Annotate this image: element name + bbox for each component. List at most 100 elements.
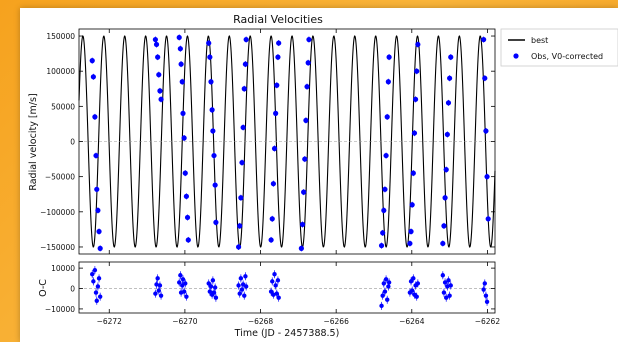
best-fit-curve <box>78 35 496 248</box>
rv-observation-point <box>303 117 309 124</box>
residual-point <box>275 278 281 283</box>
rv-observation-point <box>481 36 487 43</box>
rv-observation-point <box>445 100 452 106</box>
time-x-tick-label: −6272 <box>97 317 123 326</box>
residual-point <box>273 283 278 288</box>
rv-observation-point <box>448 54 454 60</box>
residual-point <box>157 283 163 288</box>
rv-observation-point <box>411 130 418 136</box>
rv-observation-point <box>177 46 183 52</box>
rv-observation-point <box>152 36 158 43</box>
rv-observation-point <box>94 186 100 192</box>
rv-observation-point <box>207 54 213 60</box>
rv-observation-point <box>176 34 182 41</box>
rv-observation-point <box>412 96 419 102</box>
rv-observation-point <box>302 156 308 162</box>
rv-observation-point <box>243 36 249 43</box>
rv-observation-point <box>182 170 188 176</box>
legend-box <box>500 28 618 67</box>
rv-observation-point <box>208 79 214 85</box>
residual-point <box>408 279 414 284</box>
residuals-plot-area <box>78 261 496 314</box>
rv-observation-point <box>178 61 184 67</box>
residuals-x-ticks: −6272 −6270 −6268 −6266 −6264 −6262 <box>97 262 501 326</box>
residual-point <box>380 293 385 298</box>
rv-observation-point <box>206 40 212 46</box>
rv-observation-point <box>415 41 421 48</box>
rv-observation-point <box>179 79 185 85</box>
residual-point <box>206 281 211 286</box>
residual-point <box>415 281 421 286</box>
residual-point <box>210 278 216 283</box>
rv-observation-point <box>93 152 99 159</box>
residual-point <box>382 289 388 294</box>
residual-point <box>154 282 159 287</box>
rv-observation-point <box>240 124 246 131</box>
rv-observation-point <box>180 110 186 116</box>
rv-observation-point <box>383 152 389 159</box>
residual-point <box>90 272 95 277</box>
residual-point <box>482 281 487 286</box>
residual-point <box>236 283 241 288</box>
rv-y-tick-label: −50000 <box>45 173 75 182</box>
legend: best Obs, V0-corrected <box>500 28 618 67</box>
residuals-y-axis-label: O-C <box>38 279 49 297</box>
rv-observation-point <box>305 60 311 66</box>
rv-observation-point <box>210 128 216 134</box>
rv-observation-point <box>271 145 278 152</box>
rv-observation-point <box>90 74 96 80</box>
rv-y-tick-label: 50000 <box>51 102 75 111</box>
residual-point <box>181 289 187 294</box>
rv-observation-point <box>484 174 490 180</box>
rv-observation-point <box>157 88 163 94</box>
rv-observation-point <box>238 195 244 201</box>
rv-observation-point <box>92 114 98 120</box>
rv-observation-point <box>275 54 281 60</box>
residual-point <box>92 267 98 273</box>
rv-observation-point <box>441 223 447 229</box>
residual-point <box>276 295 281 300</box>
rv-observation-point <box>276 40 282 46</box>
residual-point <box>271 292 276 297</box>
rv-observation-point <box>235 244 242 250</box>
rv-observation-point <box>237 223 243 229</box>
rv-observation-point <box>386 54 392 60</box>
residual-point <box>268 289 274 294</box>
rv-observation-point <box>380 230 386 236</box>
residual-point <box>156 288 161 293</box>
rv-observation-point <box>269 216 275 222</box>
residual-point <box>409 288 415 293</box>
residual-point <box>379 303 384 309</box>
residual-point <box>96 276 102 281</box>
residuals-y-tick-label: −10000 <box>45 305 75 314</box>
residual-point <box>239 287 245 292</box>
rv-observation-point <box>482 75 488 81</box>
rv-model-curve-group <box>78 35 496 248</box>
figure: Radial Velocities −150000−100000−5000005… <box>28 13 618 339</box>
residual-point <box>484 299 490 304</box>
rv-observation-point <box>153 41 160 48</box>
residual-point <box>446 278 451 283</box>
residual-point <box>243 274 248 279</box>
residual-point <box>177 280 182 285</box>
rv-observation-point <box>213 219 219 225</box>
legend-marker-obs <box>513 53 519 59</box>
time-x-tick-label: −6262 <box>475 317 501 326</box>
residual-point <box>208 284 214 289</box>
rv-observation-point <box>440 240 446 247</box>
rv-observation-point <box>95 207 101 214</box>
rv-observation-point <box>89 58 95 64</box>
residual-point <box>481 287 486 292</box>
rv-observation-point <box>96 228 102 235</box>
residual-point <box>237 291 242 296</box>
residual-point <box>448 283 453 288</box>
residual-point <box>445 284 450 289</box>
residual-point <box>97 294 103 299</box>
rv-observation-point <box>381 207 387 214</box>
rv-observation-point <box>407 240 413 247</box>
residual-point <box>442 280 448 285</box>
residual-point <box>178 273 183 278</box>
residual-point <box>155 276 160 281</box>
rv-observation-point <box>184 214 191 221</box>
residual-point <box>441 290 447 295</box>
